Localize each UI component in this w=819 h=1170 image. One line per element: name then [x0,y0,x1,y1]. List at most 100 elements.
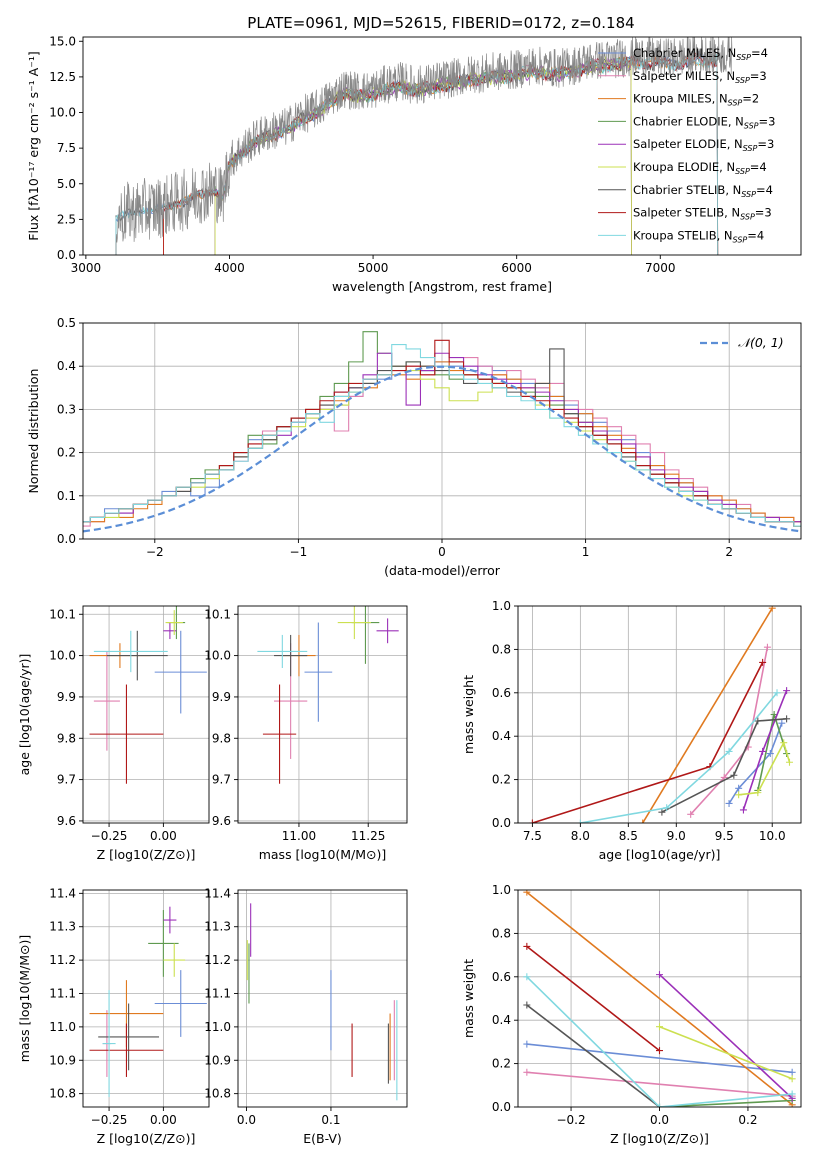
x-tick-label: 8.5 [619,829,638,843]
mass-weight-marker [759,658,767,666]
x-axis-label: Z [log10(Z/Z⊙)] [97,847,196,862]
y-tick-label: 9.8 [57,731,76,745]
mass-weight-marker [768,606,776,612]
y-tick-label: 11.0 [49,1020,76,1034]
x-tick-label: 7000 [645,261,676,275]
mass-weight-marker [523,1040,531,1048]
y-tick-label: 11.1 [204,986,231,1000]
y-tick-label: 11.1 [49,986,76,1000]
x-tick-label: 0.00 [150,1113,177,1127]
model-spectrum-line [115,52,719,255]
mass-weight-line [642,607,773,823]
mass-weight-marker [663,804,671,812]
figure-title: PLATE=0961, MJD=52615, FIBERID=0172, z=0… [247,14,634,32]
axes-frame [82,605,210,824]
y-tick-label: 7.5 [57,141,76,155]
errorbar-point [304,622,333,722]
y-tick-label: 0.4 [57,359,76,373]
y-tick-label: 0.5 [57,316,76,330]
mass-weight-line [532,662,764,823]
mass-weight-marker [783,687,791,695]
y-tick-label: 9.7 [57,773,76,787]
residual-histogram [83,348,801,527]
y-tick-label: 5.0 [57,177,76,191]
errorbar-point [89,684,164,784]
x-tick-label: −0.25 [91,829,128,843]
x-tick-label: 11.00 [282,829,316,843]
errorbar-point [89,1023,164,1077]
mass-weight-marker [639,819,647,823]
normal-reference-curve [83,365,801,533]
y-tick-label: 11.2 [49,953,76,967]
y-tick-label: 11.3 [49,920,76,934]
panel-residuals: −2 −1 0 1 2 0.0 0.1 0.2 0.3 0.4 0.5 (data-model)/er… [26,316,802,578]
plot-area [83,331,801,533]
mass-weight-line [728,722,783,804]
x-tick-label: 10.0 [759,829,786,843]
y-tick-label: 15.0 [49,34,76,48]
mass-weight-line [661,718,787,813]
chart-panels: 3000 4000 5000 6000 70000.02.55.07.510.012.5… [17,34,802,1146]
errorbar-point [257,634,308,668]
errorbar-point [165,610,183,635]
y-tick-label: 10.9 [204,1053,231,1067]
axes-frame [237,889,408,1108]
y-tick-label: 0.8 [492,926,511,940]
mass-weight-line [659,1025,793,1080]
x-axis-label: mass [log10(M/M⊙)] [259,847,387,862]
mass-weight-marker [739,806,747,814]
x-tick-label: 0.0 [237,1113,256,1127]
y-tick-label: 0.6 [492,970,511,984]
y-tick-label: 9.8 [212,731,231,745]
y-tick-label: 10.8 [49,1087,76,1101]
y-tick-label: 10.1 [49,607,76,621]
mass-weight-marker [754,717,762,725]
mass-weight-marker [788,1090,796,1098]
legend-label: Chabrier STELIB, NSSP=4 [633,183,773,199]
x-tick-label: 9.5 [715,829,734,843]
plot-area [89,906,207,1097]
y-tick-label: 0.4 [492,729,511,743]
mass-weight-marker [523,1068,531,1076]
x-tick-label: 0.1 [321,1113,340,1127]
x-tick-label: 6000 [501,261,532,275]
y-tick-label: 2.5 [57,212,76,226]
x-tick-label: 8.0 [571,829,590,843]
axes-frame [82,889,210,1108]
x-axis-label: Z [log10(Z/Z⊙)] [97,1131,196,1146]
panel-massweight_vs_age: 7.5 8.0 8.5 9.0 9.5 10.0 0.0 0.2 0.4 0.6 0.8 1.0 age… [461,599,802,862]
errorbar-point [163,943,186,977]
mass-weight-marker [523,890,531,896]
y-tick-label: 9.9 [57,690,76,704]
mass-weight-marker [735,791,743,799]
mass-weight-marker [730,771,738,779]
y-tick-label: 1.0 [492,883,511,897]
legend-label: Kroupa STELIB, NSSP=4 [633,228,764,244]
errorbar-point [93,651,120,751]
errorbar-point [337,606,371,640]
y-tick-label: 12.5 [49,70,76,84]
legend-label: Chabrier MILES, NSSP=4 [633,46,768,62]
mass-weight-line [738,740,791,796]
x-tick-label: 9.0 [667,829,686,843]
plot-area [528,606,793,823]
legend-label: Salpeter MILES, NSSP=3 [633,69,767,85]
y-tick-label: 0.0 [492,1100,511,1114]
mass-weight-marker [656,971,663,979]
y-axis-label: Normed distribution [26,369,41,494]
y-tick-label: 9.9 [212,690,231,704]
mass-weight-line [658,974,793,1099]
mass-weight-marker [523,1001,531,1009]
mass-weight-marker [656,1103,663,1107]
errorbar-point [102,990,116,1097]
y-tick-label: 0.0 [492,816,511,830]
mass-weight-line [526,976,793,1107]
residual-histogram [83,344,801,527]
x-axis-label: age [log10(age/yr)] [599,847,721,862]
mass-weight-marker [528,819,536,823]
y-tick-label: 0.2 [492,1057,511,1071]
y-axis-label: age [log10(age/yr)] [17,654,32,776]
residual-histogram [83,357,801,527]
errorbar-point [274,634,308,677]
